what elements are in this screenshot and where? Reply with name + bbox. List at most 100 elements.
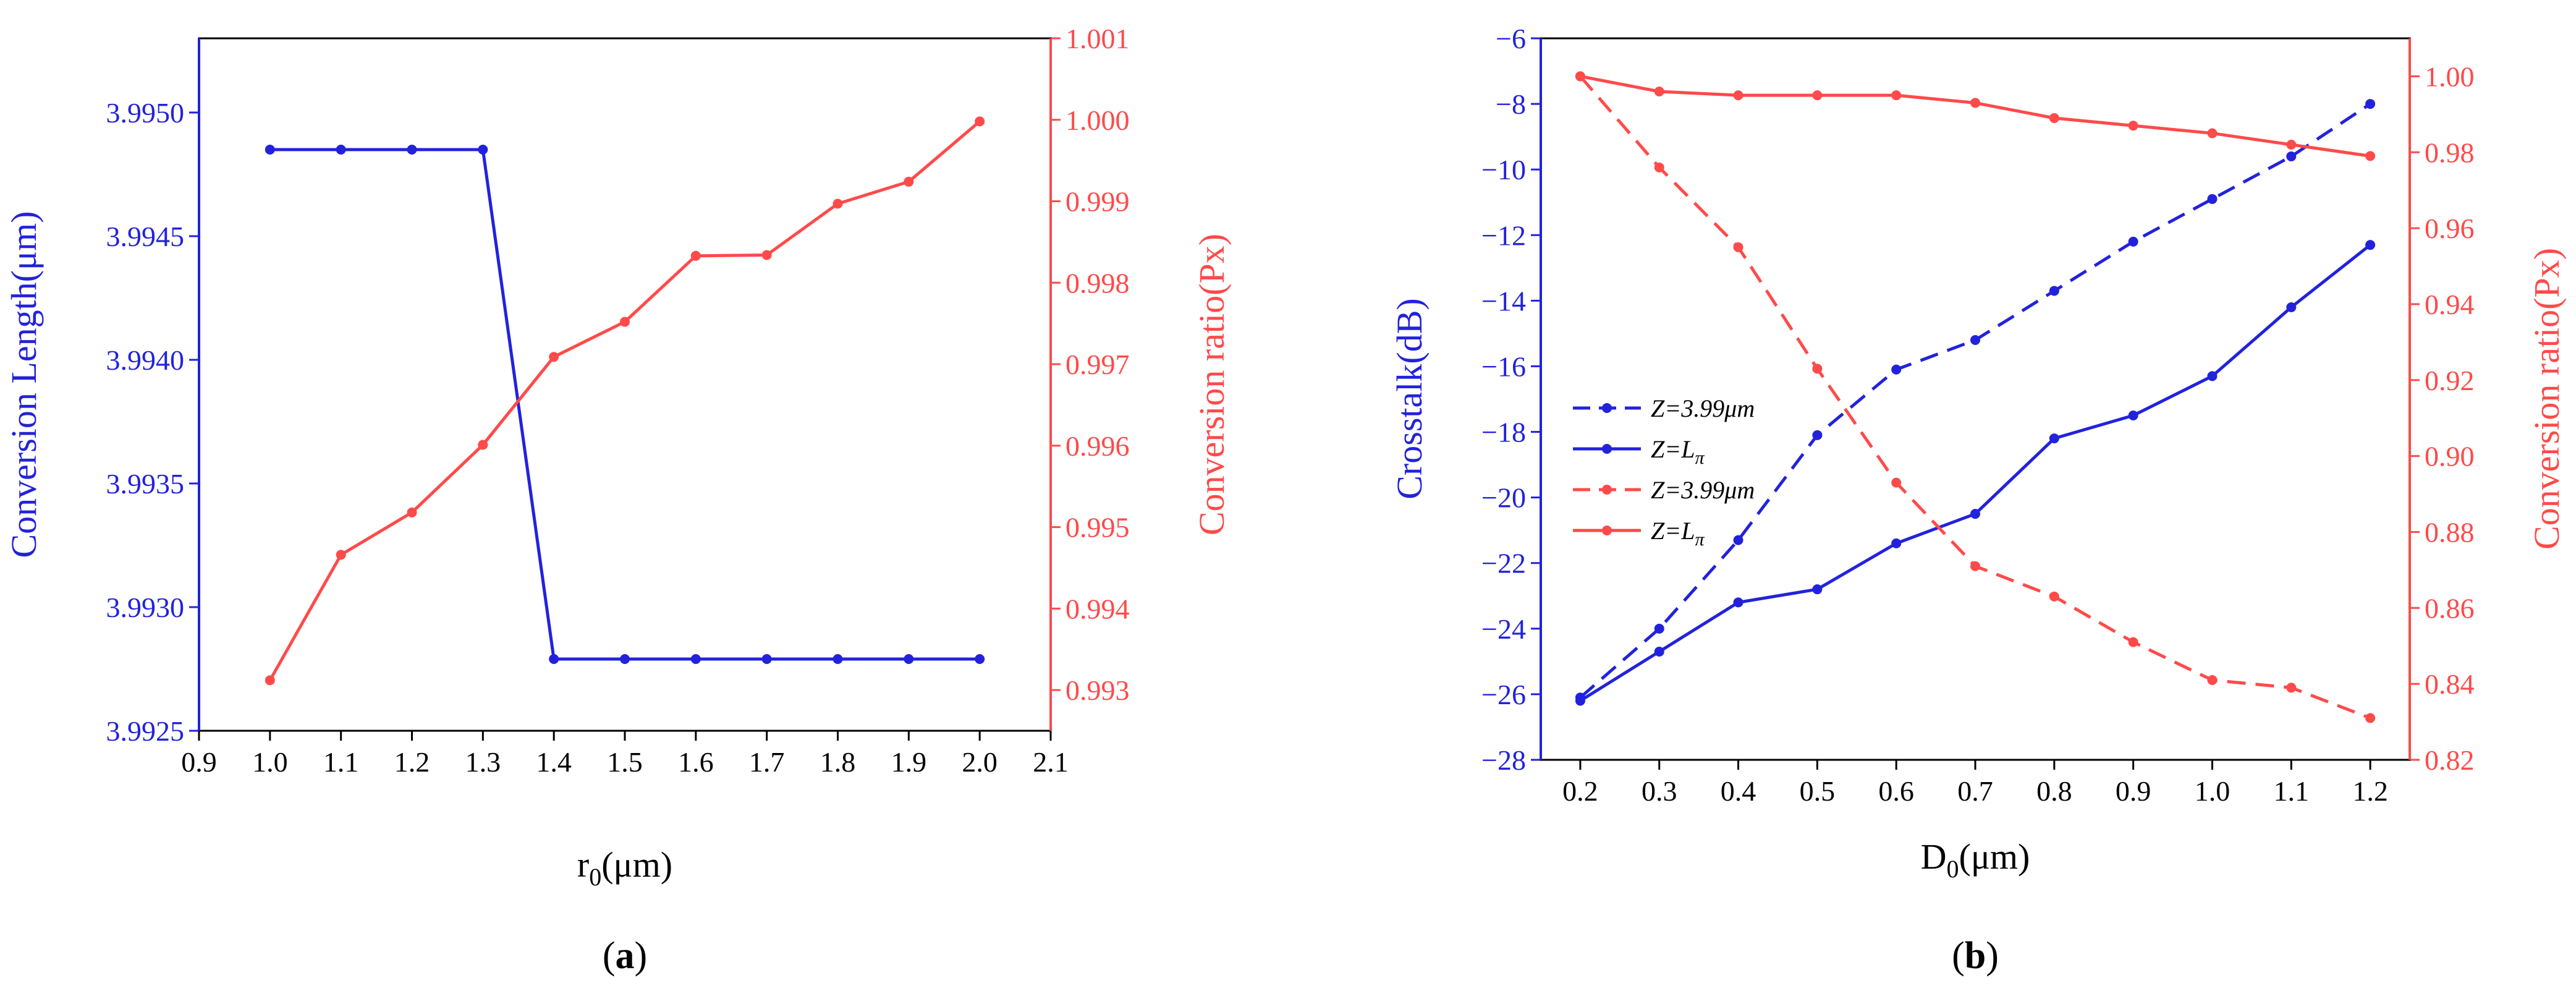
left-y-tick-label: 3.9940 <box>106 344 185 376</box>
legend-label-unit: μm <box>1724 476 1755 504</box>
panel-a-series <box>265 116 985 686</box>
panel-b-right-axis-title: Conversion ratio(Px) <box>2527 248 2567 550</box>
data-point-crosstalk-z-l <box>2286 302 2297 312</box>
data-point-crosstalk-z-3-99-m <box>2207 194 2218 204</box>
data-point-crosstalk-z-3-99-m <box>2286 151 2297 161</box>
data-point-conversion-ratio <box>975 116 985 127</box>
x-tick-label: 1.8 <box>820 746 856 778</box>
data-point-crosstalk-z-l <box>2128 411 2138 421</box>
data-point-conversion-ratio-z-l <box>1654 86 1664 96</box>
left-y-tick-label: 3.9935 <box>106 468 185 500</box>
data-point-conversion-ratio-z-l <box>1812 90 1823 101</box>
x-tick-label: 1.1 <box>2274 775 2310 807</box>
data-point-conversion-length <box>620 654 630 664</box>
data-point-crosstalk-z-l <box>1575 696 1585 706</box>
right-y-tick-label: 0.86 <box>2425 592 2475 624</box>
x-tick-label: 0.7 <box>1957 775 1993 807</box>
data-point-crosstalk-z-3-99-m <box>2365 99 2376 109</box>
right-y-tick-label: 1.00 <box>2425 61 2475 92</box>
data-point-conversion-ratio-z-l <box>2207 128 2218 138</box>
legend-marker <box>1602 444 1612 454</box>
data-point-conversion-ratio-z-l <box>2128 121 2138 131</box>
x-tick-label: 0.9 <box>2116 775 2151 807</box>
data-point-crosstalk-z-l <box>1812 584 1823 595</box>
panel-b-x-axis-title-symbol: D <box>1921 836 1947 877</box>
data-point-conversion-ratio <box>407 507 417 517</box>
legend-label: Z=Lπ <box>1651 435 1705 468</box>
data-point-conversion-ratio-z-l <box>2286 139 2297 150</box>
panel-a-x-axis-title-unit: (μm) <box>601 845 672 885</box>
right-y-tick-label: 0.82 <box>2425 744 2475 776</box>
x-tick-label: 1.4 <box>536 746 572 778</box>
x-tick-label: 0.9 <box>181 746 217 778</box>
data-point-crosstalk-z-3-99-m <box>2049 286 2059 296</box>
data-point-conversion-ratio <box>620 317 630 327</box>
right-y-tick-label: 1.000 <box>1066 104 1130 136</box>
data-point-conversion-ratio <box>549 352 559 362</box>
right-y-tick-label: 0.92 <box>2425 365 2475 396</box>
data-point-conversion-ratio-z-3-99-m <box>2286 683 2297 693</box>
data-point-conversion-length <box>336 145 346 155</box>
right-y-tick-label: 0.96 <box>2425 213 2475 244</box>
legend-label-unit: μm <box>1724 394 1755 422</box>
data-point-conversion-length <box>265 145 275 155</box>
x-tick-label: 1.5 <box>607 746 643 778</box>
x-tick-label: 1.6 <box>678 746 714 778</box>
right-y-tick-label: 0.995 <box>1066 512 1130 543</box>
data-point-crosstalk-z-3-99-m <box>1812 430 1823 440</box>
right-y-tick-label: 1.001 <box>1066 23 1130 54</box>
data-point-conversion-ratio-z-3-99-m <box>2049 591 2059 602</box>
left-y-tick-label: −18 <box>1481 417 1526 448</box>
data-point-conversion-length <box>690 654 701 664</box>
left-y-tick-label: 3.9945 <box>106 221 185 252</box>
data-point-conversion-ratio-z-l <box>2049 113 2059 123</box>
panel-a-right-axis-title: Conversion ratio(Px) <box>1192 234 1232 535</box>
right-y-tick-label: 0.999 <box>1066 186 1130 218</box>
legend-label-main: Z=L <box>1651 435 1695 463</box>
panel-b-label-close: ) <box>1986 935 1999 977</box>
right-y-tick-label: 0.90 <box>2425 441 2475 472</box>
panel-a-label-close: ) <box>635 935 648 977</box>
panel-a-left-axis-title: Conversion Length(μm) <box>4 211 44 558</box>
legend-marker <box>1602 526 1612 535</box>
panel-b-ticks: 0.2 0.3 0.4 0.5 0.6 0.7 0.8 0.9 1.0 1.1 1.2 −28 −26 −… <box>1481 23 2474 807</box>
data-point-crosstalk-z-l <box>1891 538 1902 548</box>
panel-b-label-letter: b <box>1965 935 1986 977</box>
x-tick-label: 1.2 <box>394 746 430 778</box>
data-point-crosstalk-z-l <box>1733 597 1743 608</box>
panel-a-x-axis-title: r0(μm) <box>577 845 672 891</box>
data-point-conversion-length <box>407 145 417 155</box>
data-point-conversion-ratio-z-3-99-m <box>1970 561 1980 571</box>
data-point-conversion-ratio-z-3-99-m <box>1733 242 1743 252</box>
data-point-conversion-ratio-z-3-99-m <box>2365 713 2376 723</box>
series-line-conversion-ratio <box>268 120 981 681</box>
data-point-crosstalk-z-l <box>1970 509 1980 519</box>
left-y-tick-label: −10 <box>1481 154 1526 185</box>
right-y-tick-label: 0.88 <box>2425 516 2475 548</box>
panel-b-chart: 0.2 0.3 0.4 0.5 0.6 0.7 0.8 0.9 1.0 1.1 1.2 −28 −26 −… <box>1389 23 2567 977</box>
data-point-conversion-ratio <box>904 176 914 187</box>
data-point-conversion-ratio <box>761 250 772 260</box>
legend-label-subscript: π <box>1695 529 1705 550</box>
data-point-crosstalk-z-l <box>2207 371 2218 381</box>
data-point-conversion-ratio-z-l <box>1891 90 1902 101</box>
legend-marker <box>1602 403 1612 413</box>
panel-b-x-axis-title: D0(μm) <box>1921 836 2030 883</box>
legend-marker <box>1602 485 1612 495</box>
x-tick-label: 1.7 <box>749 746 785 778</box>
x-tick-label: 2.0 <box>962 746 998 778</box>
data-point-crosstalk-z-l <box>2049 433 2059 444</box>
data-point-conversion-ratio-z-l <box>2365 151 2376 161</box>
right-y-tick-label: 0.94 <box>2425 289 2475 320</box>
data-point-conversion-length <box>904 654 914 664</box>
data-point-crosstalk-z-3-99-m <box>2128 236 2138 247</box>
data-point-conversion-ratio-z-l <box>1970 98 1980 108</box>
right-y-tick-label: 0.98 <box>2425 137 2475 168</box>
series-line-conversion-ratio-z-l <box>1580 74 2371 158</box>
panel-b-left-axis-title: Crosstalk(dB) <box>1389 298 1430 499</box>
panel-a-chart: 0.9 1.0 1.1 1.2 1.3 1.4 1.5 1.6 1.7 1.8 1.9 2.0 2.1 3… <box>4 23 1232 977</box>
left-y-tick-label: −24 <box>1481 613 1526 645</box>
legend-label: Z=3.99μm <box>1651 394 1755 422</box>
